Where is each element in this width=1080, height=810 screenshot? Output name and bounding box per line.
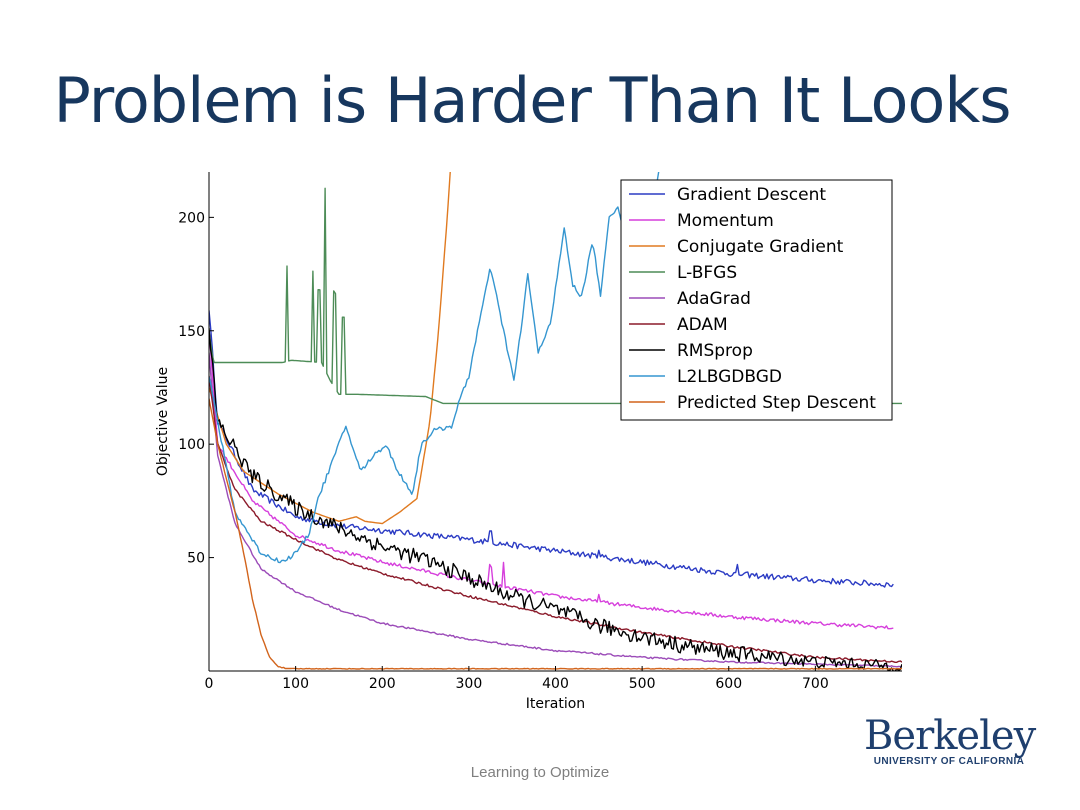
- series-line-6: [209, 327, 902, 671]
- logo-subtitle: UNIVERSITY OF CALIFORNIA: [873, 756, 1025, 767]
- slide-footer: Learning to Optimize: [470, 764, 610, 781]
- legend: Gradient Descent Momentum Conjugate Gradie…: [620, 179, 893, 421]
- y-tick-label-2: 150: [178, 324, 205, 340]
- legend-label-2: Conjugate Gradient: [677, 237, 844, 257]
- x-tick-label-6: 600: [715, 676, 742, 692]
- legend-box: [620, 179, 893, 421]
- legend-label-0: Gradient Descent: [677, 185, 826, 205]
- series-line-5: [209, 375, 902, 663]
- x-tick-label-4: 400: [542, 676, 569, 692]
- series-line-1: [209, 331, 894, 630]
- legend-label-3: L-BFGS: [677, 263, 737, 283]
- x-tick-label-0: 0: [205, 676, 214, 692]
- slide-title: Problem is Harder Than It Looks: [53, 64, 1011, 137]
- series-line-7: [209, 172, 660, 564]
- x-tick-label-5: 500: [629, 676, 656, 692]
- x-tick-label-1: 100: [282, 676, 309, 692]
- y-tick-label-0: 50: [187, 551, 205, 567]
- x-tick-label-2: 200: [369, 676, 396, 692]
- y-tick-label-3: 200: [178, 210, 205, 226]
- series-line-8: [209, 398, 902, 670]
- series-line-0: [209, 310, 894, 588]
- legend-label-7: L2LBGDBGD: [677, 367, 782, 387]
- series-line-2: [209, 172, 451, 525]
- y-tick-label-1: 100: [178, 437, 205, 453]
- legend-label-4: AdaGrad: [677, 289, 751, 309]
- legend-label-5: ADAM: [677, 315, 728, 335]
- x-tick-label-7: 700: [802, 676, 829, 692]
- y-axis-label: Objective Value: [155, 367, 171, 476]
- legend-label-8: Predicted Step Descent: [677, 393, 876, 413]
- legend-label-6: RMSprop: [677, 341, 753, 361]
- logo-name: Berkeley: [864, 713, 1036, 759]
- x-tick-label-3: 300: [456, 676, 483, 692]
- berkeley-logo: Berkeley UNIVERSITY OF CALIFORNIA: [864, 713, 1036, 767]
- legend-label-1: Momentum: [677, 211, 774, 231]
- series-lines: [209, 172, 902, 671]
- x-axis-label: Iteration: [526, 696, 585, 712]
